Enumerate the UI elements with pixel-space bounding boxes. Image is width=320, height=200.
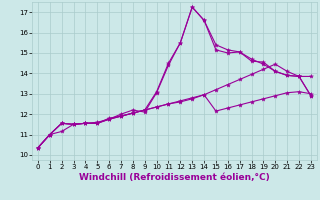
X-axis label: Windchill (Refroidissement éolien,°C): Windchill (Refroidissement éolien,°C) bbox=[79, 173, 270, 182]
